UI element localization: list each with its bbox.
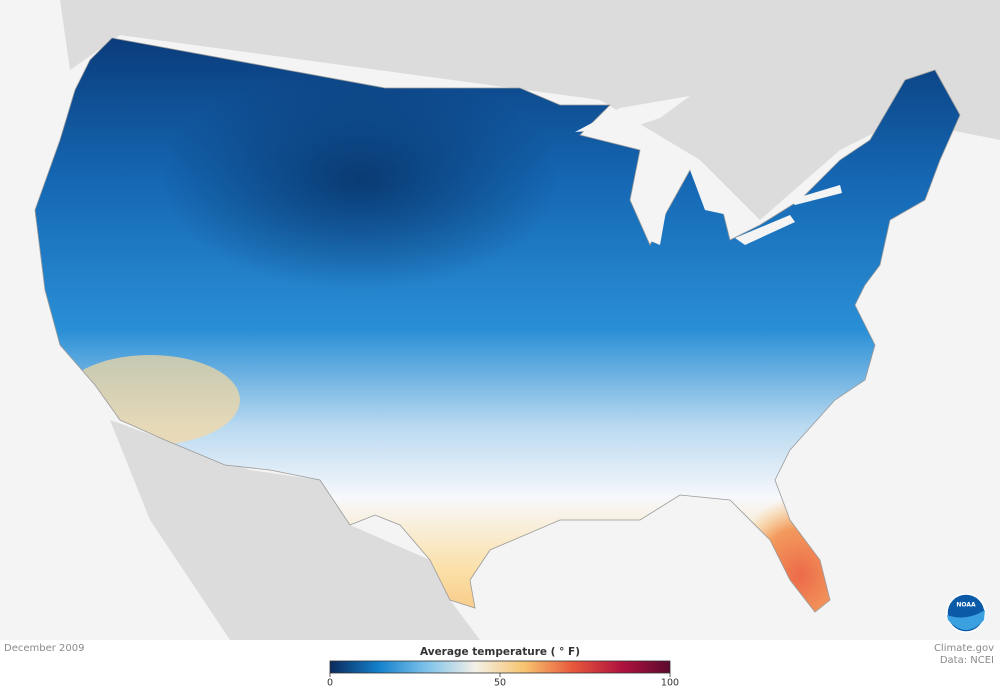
credit: Climate.gov <box>934 643 994 654</box>
colorbar-tick-label: 100 <box>661 678 679 689</box>
great-lakes <box>575 96 842 245</box>
canada <box>60 0 1000 220</box>
source: Data: NCEI <box>940 655 994 666</box>
date-label: December 2009 <box>4 643 84 654</box>
noaa-logo: NOAA <box>946 593 986 633</box>
logo-text: NOAA <box>956 602 976 609</box>
colorbar <box>329 660 671 674</box>
colorbar-tick-label: 50 <box>494 678 506 689</box>
legend-title: Average temperature ( ° F) <box>420 646 580 658</box>
cold-core <box>160 70 560 290</box>
mexico <box>110 420 480 640</box>
colorbar-tick-label: 0 <box>327 678 333 689</box>
